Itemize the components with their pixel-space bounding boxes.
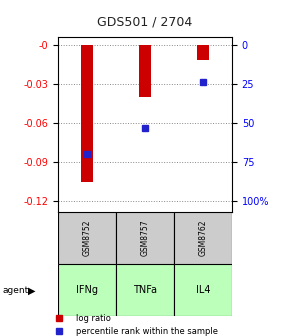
Text: GSM8752: GSM8752 <box>82 219 92 256</box>
Text: IL4: IL4 <box>196 285 210 295</box>
Text: TNFa: TNFa <box>133 285 157 295</box>
Bar <box>58 212 116 264</box>
Text: GSM8757: GSM8757 <box>140 219 150 256</box>
Text: log ratio: log ratio <box>76 314 111 323</box>
Bar <box>139 45 151 97</box>
Bar <box>58 264 116 316</box>
Text: percentile rank within the sample: percentile rank within the sample <box>76 327 218 336</box>
Text: agent: agent <box>3 286 29 295</box>
Text: ▶: ▶ <box>28 286 35 296</box>
Bar <box>174 212 232 264</box>
Bar <box>174 264 232 316</box>
Bar <box>81 45 93 182</box>
Bar <box>116 212 174 264</box>
Text: GSM8762: GSM8762 <box>198 219 208 256</box>
Text: GDS501 / 2704: GDS501 / 2704 <box>97 15 193 28</box>
Bar <box>116 264 174 316</box>
Text: IFNg: IFNg <box>76 285 98 295</box>
Bar <box>197 45 209 60</box>
